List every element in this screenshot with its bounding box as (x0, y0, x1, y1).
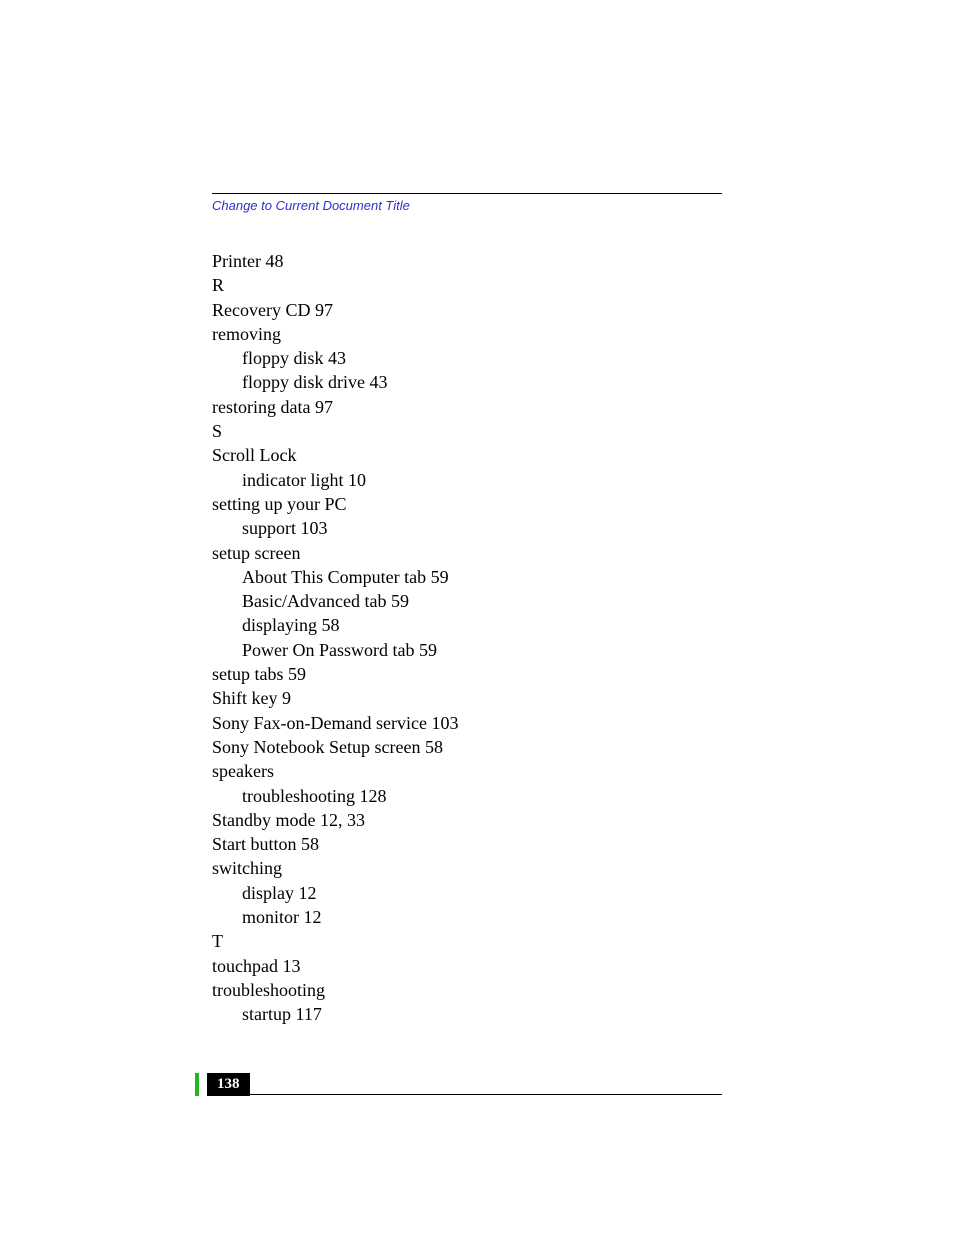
index-entry: touchpad 13 (212, 954, 722, 978)
index-entry: support 103 (212, 516, 722, 540)
index-entry: troubleshooting (212, 978, 722, 1002)
index-entry: Basic/Advanced tab 59 (212, 589, 722, 613)
index-entry: indicator light 10 (212, 468, 722, 492)
change-bar (195, 1073, 199, 1096)
index-entry: setting up your PC (212, 492, 722, 516)
index-entry: T (212, 929, 722, 953)
index-entry: display 12 (212, 881, 722, 905)
footer-rule (250, 1073, 723, 1095)
footer: 138 (195, 1073, 722, 1096)
index-entry: startup 117 (212, 1002, 722, 1026)
index-entry: About This Computer tab 59 (212, 565, 722, 589)
index-entry: speakers (212, 759, 722, 783)
index-entry: R (212, 273, 722, 297)
index-entry: Scroll Lock (212, 443, 722, 467)
index-entry: displaying 58 (212, 613, 722, 637)
index-entry: Recovery CD 97 (212, 298, 722, 322)
index-entry: troubleshooting 128 (212, 784, 722, 808)
header-rule (212, 193, 722, 194)
index-entry: setup tabs 59 (212, 662, 722, 686)
index-entry: S (212, 419, 722, 443)
index-entry: Sony Notebook Setup screen 58 (212, 735, 722, 759)
index-entry: floppy disk 43 (212, 346, 722, 370)
index-entry: Shift key 9 (212, 686, 722, 710)
index-entry: restoring data 97 (212, 395, 722, 419)
index-entry: Printer 48 (212, 249, 722, 273)
index-entry: switching (212, 856, 722, 880)
page-number: 138 (207, 1073, 250, 1096)
index-entry: floppy disk drive 43 (212, 370, 722, 394)
index-entry: Sony Fax-on-Demand service 103 (212, 711, 722, 735)
index-entry: setup screen (212, 541, 722, 565)
header-title: Change to Current Document Title (212, 198, 722, 213)
page-content: Change to Current Document Title Printer… (212, 193, 722, 1027)
index-block: Printer 48RRecovery CD 97removingfloppy … (212, 249, 722, 1027)
index-entry: monitor 12 (212, 905, 722, 929)
index-entry: Standby mode 12, 33 (212, 808, 722, 832)
index-entry: Power On Password tab 59 (212, 638, 722, 662)
index-entry: removing (212, 322, 722, 346)
index-entry: Start button 58 (212, 832, 722, 856)
